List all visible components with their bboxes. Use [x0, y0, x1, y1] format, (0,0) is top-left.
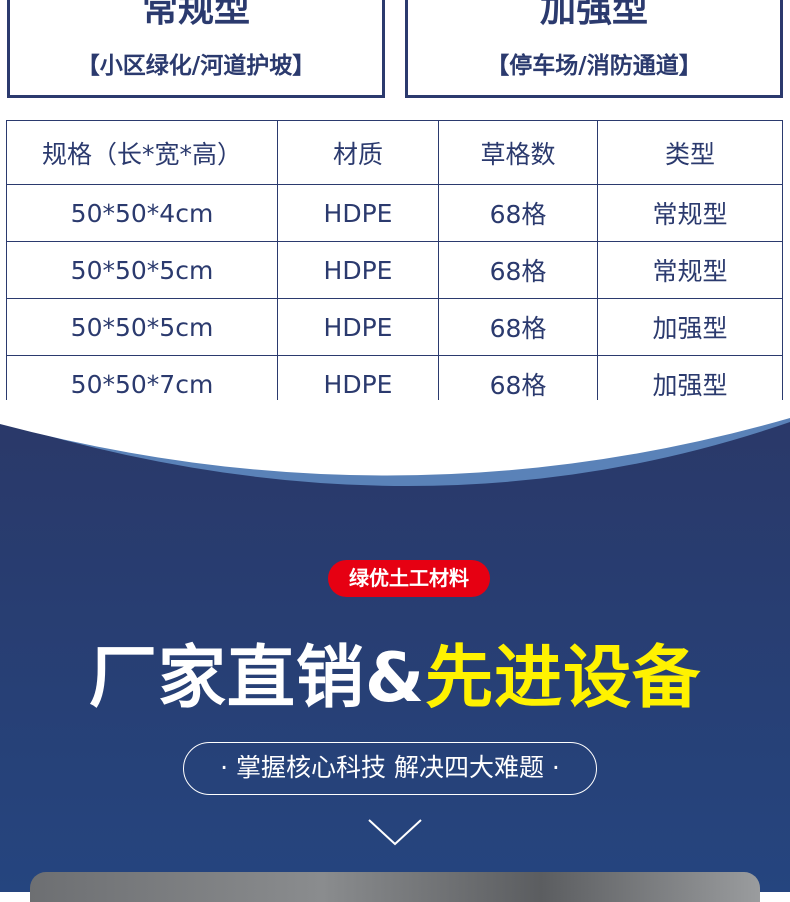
cell: HDPE — [277, 184, 439, 242]
table-row: 50*50*5cm HDPE 68格 加强型 — [6, 298, 783, 356]
table-header-row: 规格（长*宽*高） 材质 草格数 类型 — [6, 120, 783, 185]
headline-white: 厂家直销& — [88, 639, 426, 718]
cell: HDPE — [277, 298, 439, 356]
table-row: 50*50*5cm HDPE 68格 常规型 — [6, 241, 783, 299]
cell: 常规型 — [597, 241, 783, 299]
header-cell: 草格数 — [438, 120, 598, 185]
spec-table: 规格（长*宽*高） 材质 草格数 类型 50*50*4cm HDPE 68格 常规型 … — [6, 120, 783, 413]
cell: HDPE — [277, 241, 439, 299]
curve-divider — [0, 400, 790, 486]
header-cell: 规格（长*宽*高） — [6, 120, 278, 185]
headline-yellow: 先进设备 — [425, 639, 702, 718]
headline: 厂家直销&先进设备 — [0, 622, 790, 721]
cell: 常规型 — [597, 184, 783, 242]
header-cell: 材质 — [277, 120, 439, 185]
cell: 50*50*5cm — [6, 241, 278, 299]
chevron-down-icon — [368, 819, 422, 846]
cell: 加强型 — [597, 298, 783, 356]
brand-badge: 绿优土工材料 — [328, 560, 490, 597]
table-row: 50*50*4cm HDPE 68格 常规型 — [6, 184, 783, 242]
type-subtitle: 【停车场/消防通道】 — [486, 53, 702, 79]
type-title: 加强型 — [539, 0, 648, 30]
cell: 68格 — [438, 184, 598, 242]
cell: 50*50*5cm — [6, 298, 278, 356]
cell: 68格 — [438, 241, 598, 299]
factory-photo — [30, 872, 760, 902]
type-subtitle: 【小区绿化/河道护坡】 — [76, 53, 316, 79]
cell: 50*50*4cm — [6, 184, 278, 242]
cell: 68格 — [438, 298, 598, 356]
type-card-reinforced: 加强型 【停车场/消防通道】 — [405, 0, 783, 98]
tagline-pill: · 掌握核心科技 解决四大难题 · — [183, 742, 597, 795]
type-card-standard: 常规型 【小区绿化/河道护坡】 — [7, 0, 385, 98]
header-cell: 类型 — [597, 120, 783, 185]
type-title: 常规型 — [141, 0, 250, 30]
